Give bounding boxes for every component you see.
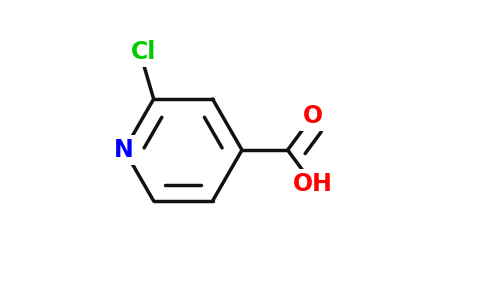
Text: Cl: Cl <box>131 40 156 64</box>
Text: N: N <box>114 138 134 162</box>
Text: O: O <box>302 104 323 128</box>
Text: OH: OH <box>293 172 333 196</box>
